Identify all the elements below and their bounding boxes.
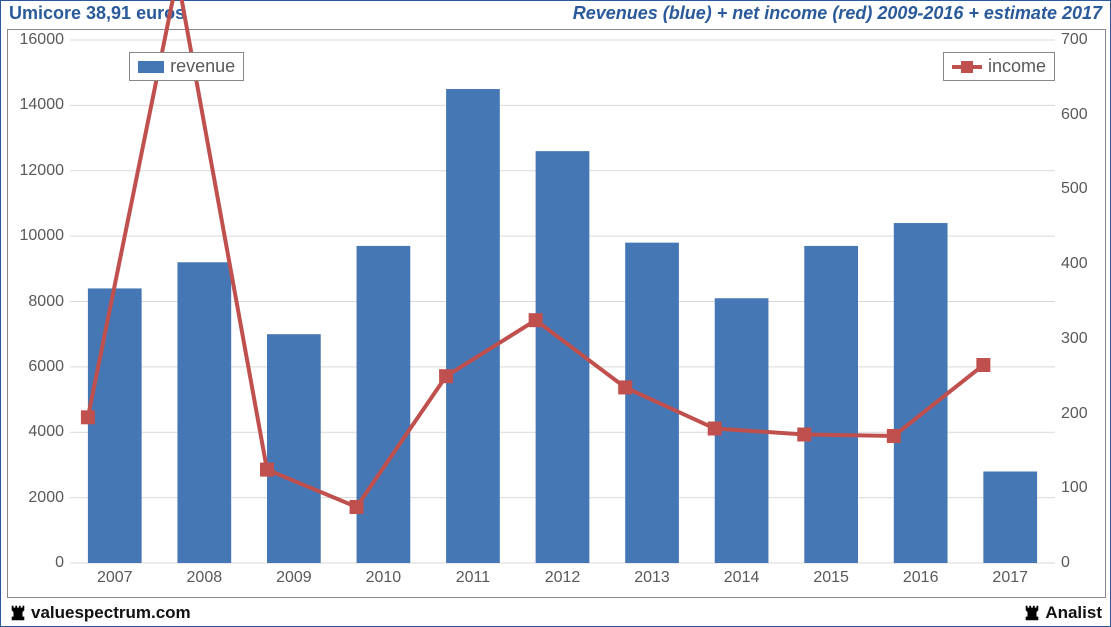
x-tick: 2007 (97, 563, 133, 587)
y-left-tick: 2000 (28, 489, 70, 507)
revenue-bar (804, 246, 858, 563)
chart-card: Umicore 38,91 euros Revenues (blue) + ne… (0, 0, 1111, 627)
legend-revenue-swatch (138, 61, 164, 73)
x-tick: 2009 (276, 563, 312, 587)
legend-income-swatch (952, 65, 982, 69)
y-left-tick: 14000 (20, 96, 71, 114)
chart-footer: valuespectrum.com Analist (1, 600, 1110, 626)
x-tick: 2016 (903, 563, 939, 587)
income-marker (529, 313, 543, 327)
footer-right: Analist (1023, 603, 1102, 623)
y-left-tick: 8000 (28, 293, 70, 311)
plot-area: 0200040006000800010000120001400016000 01… (70, 40, 1055, 563)
x-tick: 2015 (813, 563, 849, 587)
revenue-bar (357, 246, 411, 563)
legend-revenue-label: revenue (170, 56, 235, 77)
income-marker (350, 500, 364, 514)
y-left-tick: 12000 (20, 162, 71, 180)
y-left-tick: 6000 (28, 358, 70, 376)
revenue-bar (446, 89, 500, 563)
y-right-tick: 300 (1055, 330, 1088, 348)
footer-left: valuespectrum.com (9, 603, 191, 623)
income-marker (81, 410, 95, 424)
revenue-bar (536, 151, 590, 563)
y-left-tick: 10000 (20, 227, 71, 245)
footer-left-text: valuespectrum.com (31, 603, 191, 623)
title-left: Umicore 38,91 euros (9, 3, 185, 29)
revenue-bar (177, 262, 231, 563)
legend-income-label: income (988, 56, 1046, 77)
x-tick: 2012 (545, 563, 581, 587)
rook-icon (9, 604, 27, 622)
income-marker (708, 422, 722, 436)
y-right-tick: 0 (1055, 554, 1070, 572)
y-right-tick: 200 (1055, 405, 1088, 423)
title-right: Revenues (blue) + net income (red) 2009-… (573, 3, 1102, 29)
x-tick: 2017 (992, 563, 1028, 587)
x-tick: 2010 (366, 563, 402, 587)
y-left-tick: 0 (55, 554, 70, 572)
revenue-bar (267, 334, 321, 563)
revenue-bar (894, 223, 948, 563)
y-right-tick: 400 (1055, 255, 1088, 273)
income-marker (439, 369, 453, 383)
revenue-bar (88, 288, 142, 563)
income-marker (618, 380, 632, 394)
y-right-tick: 600 (1055, 106, 1088, 124)
income-marker (976, 358, 990, 372)
income-marker (260, 463, 274, 477)
x-tick: 2011 (456, 563, 490, 587)
y-right-tick: 700 (1055, 31, 1088, 49)
income-marker (887, 429, 901, 443)
y-right-tick: 100 (1055, 479, 1088, 497)
chart-svg (70, 40, 1055, 563)
chart-frame: 0 2000 4000 6000 8000 10000 12000 14000 16000 0 1… (7, 29, 1106, 598)
legend-income: income (943, 52, 1055, 81)
y-left-tick: 4000 (28, 423, 70, 441)
x-tick: 2014 (724, 563, 760, 587)
revenue-bar (625, 243, 679, 563)
legend-revenue: revenue (129, 52, 244, 81)
y-left-tick: 16000 (20, 31, 71, 49)
x-tick: 2008 (187, 563, 223, 587)
footer-right-text: Analist (1045, 603, 1102, 623)
x-tick: 2013 (634, 563, 670, 587)
y-right-tick: 500 (1055, 180, 1088, 198)
revenue-bar (983, 471, 1037, 563)
rook-icon (1023, 604, 1041, 622)
income-marker (797, 427, 811, 441)
